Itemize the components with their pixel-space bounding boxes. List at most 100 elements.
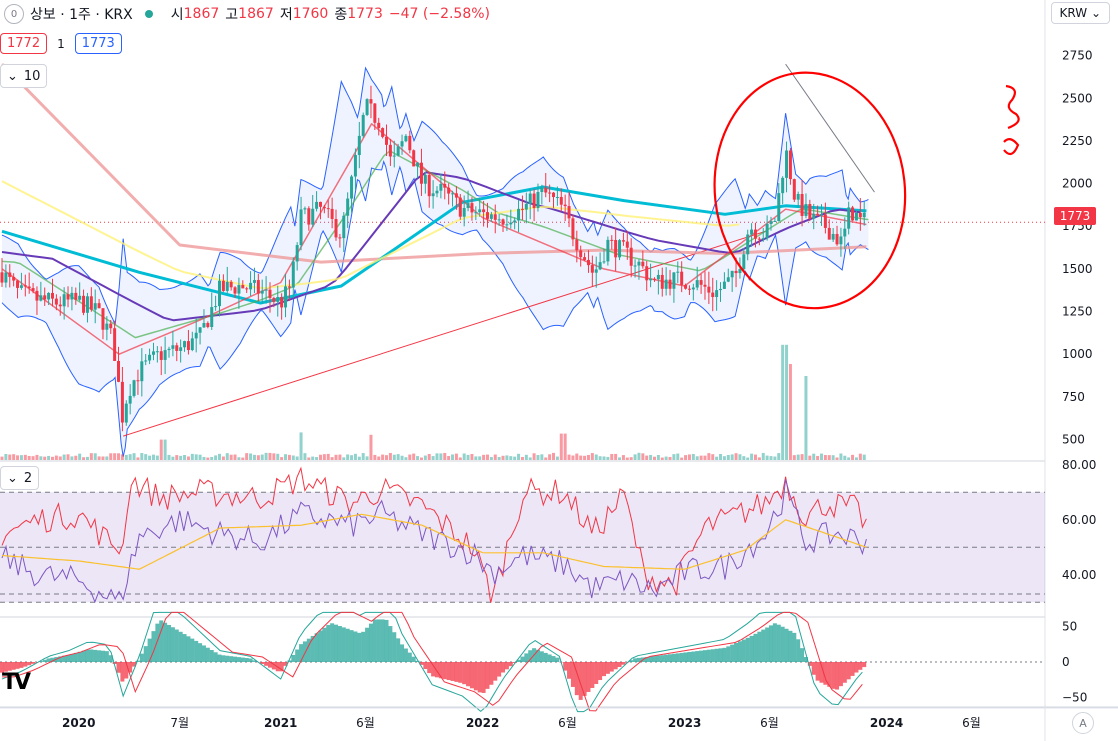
sell-price-button[interactable]: 1772 [0, 33, 48, 54]
macd-histogram-bar [765, 627, 770, 662]
rsi-line-rsi-2 [1, 479, 867, 604]
price-axis-tick: 500 [1062, 433, 1085, 447]
macd-histogram-bar [58, 656, 63, 662]
volume-bar [528, 457, 532, 460]
annotation-scribble [1003, 84, 1020, 156]
macd-histogram-bar [209, 649, 214, 662]
volume-bar [186, 456, 190, 460]
rsi-axis-tick: 60.00 [1062, 513, 1096, 527]
macd-histogram-bar [330, 623, 335, 662]
candle-body [361, 114, 365, 136]
candle-body [12, 276, 16, 281]
volume-bar [509, 456, 513, 460]
candle-body [800, 193, 804, 216]
candle-body [792, 179, 796, 200]
macd-histogram-bar [726, 646, 731, 662]
open-value: 1867 [183, 6, 220, 22]
candle-body [823, 214, 827, 228]
candle-body [536, 191, 540, 208]
volume-bar [229, 454, 233, 460]
macd-histogram-bar [233, 656, 238, 662]
candle-body [439, 183, 443, 191]
main-indicator-toggle[interactable]: ⌄ 10 [0, 64, 48, 88]
volume-bar [753, 454, 757, 460]
macd-histogram-bar [792, 632, 797, 662]
volume-bar [388, 452, 392, 460]
buy-price-button[interactable]: 1773 [74, 33, 122, 54]
macd-histogram-bar [466, 662, 471, 687]
macd-histogram-bar [722, 647, 727, 662]
price-axis-tick: 1500 [1062, 262, 1093, 276]
macd-histogram-bar [442, 662, 447, 680]
candle-body [408, 135, 412, 151]
volume-bar [831, 455, 835, 460]
candle-body [819, 214, 823, 216]
rsi-indicator-toggle[interactable]: ⌄ 2 [0, 466, 40, 490]
macd-histogram-bar [322, 627, 327, 662]
volume-bar [439, 453, 443, 460]
macd-histogram-bar [163, 622, 168, 662]
macd-histogram-bar [664, 654, 669, 662]
volume-bar [812, 453, 816, 460]
candle-body [746, 234, 750, 255]
macd-histogram-bar [772, 623, 777, 662]
macd-histogram-bar [609, 662, 614, 672]
volume-bar [35, 454, 39, 460]
volume-bar [50, 456, 54, 460]
volume-bar [652, 456, 656, 460]
macd-histogram-bar [846, 662, 851, 680]
volume-bar [419, 457, 423, 460]
macd-histogram-bar [23, 662, 28, 667]
symbol-name[interactable]: 상보 · 1주 · KRX [30, 7, 133, 23]
candle-body [0, 272, 4, 283]
macd-histogram-bar [271, 662, 276, 670]
volume-bar [89, 453, 93, 460]
volume-bar [816, 455, 820, 460]
volume-bar [155, 455, 159, 460]
macd-histogram-bar [27, 662, 32, 666]
volume-bar [221, 456, 225, 460]
candle-body [373, 103, 377, 123]
macd-histogram-bar [19, 662, 24, 668]
candle-body [8, 272, 12, 277]
volume-bar [392, 454, 396, 460]
macd-histogram-bar [679, 652, 684, 662]
volume-bar [416, 456, 420, 460]
candle-body [621, 240, 625, 242]
volume-bar [485, 454, 489, 460]
price-axis-tick: 1000 [1062, 347, 1093, 361]
candle-body [179, 347, 183, 351]
candle-body [695, 280, 699, 288]
volume-bar [536, 455, 540, 460]
candle-body [563, 204, 567, 207]
volume-bar [206, 457, 210, 460]
volume-bar [567, 454, 571, 460]
macd-histogram-bar [132, 662, 137, 667]
volume-bar [287, 454, 291, 460]
close-label: 종 [334, 7, 348, 23]
volume-bar [466, 454, 470, 460]
candle-body [303, 208, 307, 210]
macd-histogram-bar [481, 662, 486, 693]
bollinger-upper [1, 66, 869, 326]
candle-body [435, 190, 439, 194]
candle-body [272, 297, 276, 302]
macd-histogram-bar [761, 629, 766, 662]
currency-selector[interactable]: KRW ⌄ [1050, 2, 1110, 24]
macd-histogram-bar [753, 633, 758, 662]
time-axis-tick: 2021 [264, 716, 297, 730]
macd-histogram-bar [213, 652, 218, 662]
volume-bar [715, 456, 719, 460]
candle-body [74, 292, 78, 300]
volume-bar [132, 453, 136, 460]
macd-histogram-bar [524, 653, 529, 662]
macd-histogram-bar [512, 662, 517, 663]
volume-bar [680, 457, 684, 460]
volume-bar [676, 453, 680, 460]
macd-histogram-bar [334, 624, 339, 662]
macd-histogram-bar [656, 655, 661, 662]
macd-histogram-bar [648, 656, 653, 662]
auto-scale-button[interactable]: A [1072, 712, 1094, 734]
volume-bar [520, 457, 524, 460]
candle-body [451, 193, 455, 195]
